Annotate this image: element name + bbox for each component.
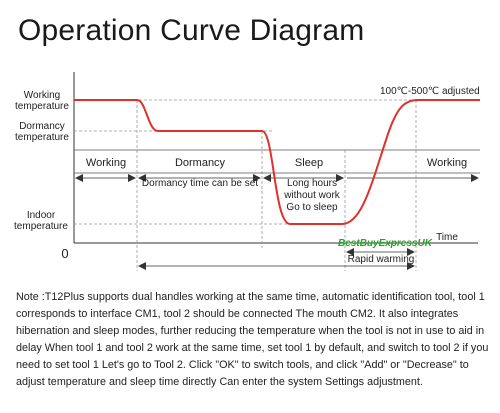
indoor-temperature-label-2: temperature xyxy=(14,221,68,232)
note-paragraph: Note :T12Plus supports dual handles work… xyxy=(16,291,489,388)
phase-working-start: Working xyxy=(86,157,126,169)
long-hours-line-1: Long hours xyxy=(287,178,337,189)
page-title: Operation Curve Diagram xyxy=(18,14,365,47)
long-hours-line-3: Go to sleep xyxy=(286,202,338,213)
temperature-curve xyxy=(74,99,480,225)
indoor-temperature-label-1: Indoor xyxy=(27,210,56,221)
time-label: Time xyxy=(436,232,458,243)
rapid-warming-annotation: Rapid warming xyxy=(348,254,415,265)
phase-sleep: Sleep xyxy=(295,157,323,169)
dormancy-time-annotation: Dormancy time can be set xyxy=(142,178,258,189)
phase-working-end: Working xyxy=(427,157,467,169)
operation-curve-diagram: Working temperature Dormancy temperature… xyxy=(14,72,480,271)
working-temperature-label-2: temperature xyxy=(15,101,69,112)
dormancy-temperature-label-2: temperature xyxy=(15,132,69,143)
watermark: BestBuyExpressUK xyxy=(338,238,433,249)
origin-label: 0 xyxy=(61,246,68,261)
working-temperature-label-1: Working xyxy=(24,90,61,101)
dormancy-temperature-label-1: Dormancy xyxy=(19,121,65,132)
long-hours-line-2: without work xyxy=(283,190,341,201)
phase-dormancy: Dormancy xyxy=(175,157,226,169)
temperature-range-label: 100℃-500℃ adjusted xyxy=(380,86,480,97)
